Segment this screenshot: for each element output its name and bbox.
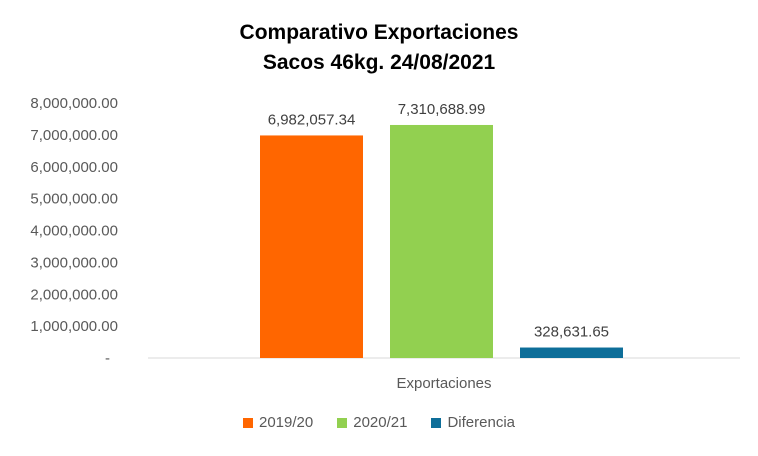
data-label-2020-21: 7,310,688.99 bbox=[398, 101, 486, 118]
data-labels: 6,982,057.34 7,310,688.99 328,631.65 bbox=[268, 101, 609, 341]
x-category-label: Exportaciones bbox=[396, 375, 491, 392]
y-tick-label: 8,000,000.00 bbox=[30, 95, 118, 112]
legend-item: 2020/21 bbox=[337, 414, 407, 431]
y-tick-label: 6,000,000.00 bbox=[30, 159, 118, 176]
data-label-2019-20: 6,982,057.34 bbox=[268, 111, 356, 128]
y-tick-label: 5,000,000.00 bbox=[30, 191, 118, 208]
chart-title: Comparativo Exportaciones Sacos 46kg. 24… bbox=[0, 18, 758, 78]
y-tick-label: - bbox=[105, 350, 110, 367]
legend: 2019/20 2020/21 Diferencia bbox=[0, 414, 758, 431]
bar-2020-21 bbox=[390, 124, 493, 358]
bar-2019-20 bbox=[260, 135, 363, 358]
legend-swatch bbox=[431, 417, 442, 428]
bar-diferencia bbox=[520, 347, 623, 358]
legend-item: Diferencia bbox=[431, 414, 515, 431]
data-label-diferencia: 328,631.65 bbox=[534, 324, 609, 341]
y-axis-ticks: - 1,000,000.00 2,000,000.00 3,000,000.00 4,0… bbox=[30, 95, 118, 367]
y-tick-label: 1,000,000.00 bbox=[30, 318, 118, 335]
chart-title-line-1: Comparativo Exportaciones bbox=[239, 21, 519, 44]
y-tick-label: 4,000,000.00 bbox=[30, 223, 118, 240]
legend-item: 2019/20 bbox=[243, 414, 313, 431]
legend-swatch bbox=[243, 417, 253, 428]
chart-title-line-2: Sacos 46kg. 24/08/2021 bbox=[262, 51, 496, 74]
y-tick-label: 2,000,000.00 bbox=[30, 286, 118, 303]
legend-swatch bbox=[337, 417, 348, 428]
legend-label: 2020/21 bbox=[353, 414, 408, 431]
legend-label: Diferencia bbox=[447, 414, 515, 431]
y-tick-label: 7,000,000.00 bbox=[30, 127, 118, 144]
legend-label: 2019/20 bbox=[259, 414, 314, 431]
y-tick-label: 3,000,000.00 bbox=[30, 254, 118, 271]
bars bbox=[260, 124, 623, 358]
